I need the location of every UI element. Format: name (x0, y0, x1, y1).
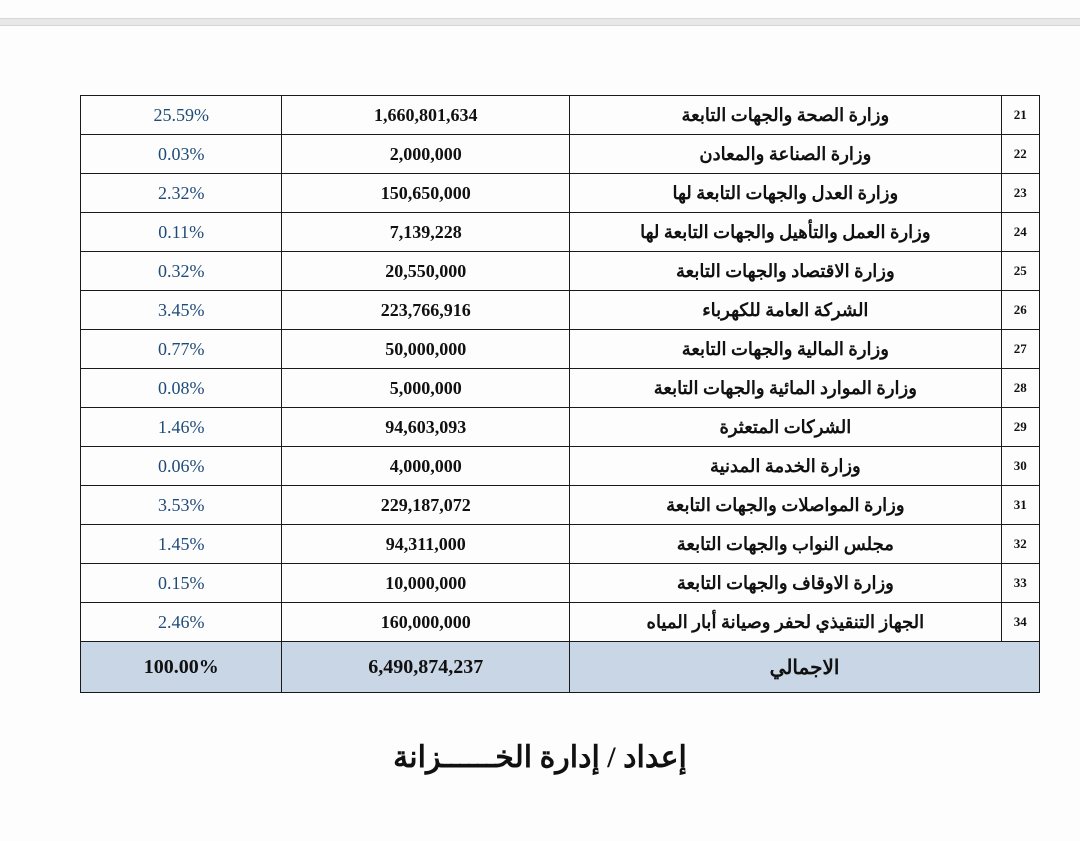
cell-percent: 3.53% (81, 486, 282, 525)
cell-name: وزارة المواصلات والجهات التابعة (570, 486, 1002, 525)
table-row: 0.32%20,550,000وزارة الاقتصاد والجهات ال… (81, 252, 1040, 291)
cell-percent: 2.32% (81, 174, 282, 213)
cell-amount: 2,000,000 (282, 135, 570, 174)
total-amount: 6,490,874,237 (282, 642, 570, 693)
cell-index: 26 (1001, 291, 1039, 330)
cell-index: 29 (1001, 408, 1039, 447)
cell-percent: 0.32% (81, 252, 282, 291)
cell-amount: 10,000,000 (282, 564, 570, 603)
table-row: 0.15%10,000,000وزارة الاوقاف والجهات الت… (81, 564, 1040, 603)
cell-name: وزارة الاقتصاد والجهات التابعة (570, 252, 1002, 291)
table-row: 3.53%229,187,072وزارة المواصلات والجهات … (81, 486, 1040, 525)
cell-percent: 25.59% (81, 96, 282, 135)
cell-percent: 2.46% (81, 603, 282, 642)
cell-amount: 20,550,000 (282, 252, 570, 291)
cell-amount: 50,000,000 (282, 330, 570, 369)
cell-index: 25 (1001, 252, 1039, 291)
cell-name: الشركة العامة للكهرباء (570, 291, 1002, 330)
document-page: 25.59%1,660,801,634وزارة الصحة والجهات ا… (0, 0, 1080, 841)
cell-percent: 0.08% (81, 369, 282, 408)
cell-index: 23 (1001, 174, 1039, 213)
cell-percent: 0.15% (81, 564, 282, 603)
table-row: 0.77%50,000,000وزارة المالية والجهات الت… (81, 330, 1040, 369)
cell-percent: 0.77% (81, 330, 282, 369)
cell-index: 32 (1001, 525, 1039, 564)
table-row: 0.11%7,139,228وزارة العمل والتأهيل والجه… (81, 213, 1040, 252)
cell-index: 33 (1001, 564, 1039, 603)
budget-table-wrap: 25.59%1,660,801,634وزارة الصحة والجهات ا… (80, 95, 1040, 693)
cell-name: الجهاز التنقيذي لحفر وصيانة أبار المياه (570, 603, 1002, 642)
budget-table-body: 25.59%1,660,801,634وزارة الصحة والجهات ا… (81, 96, 1040, 693)
page-divider (0, 18, 1080, 26)
table-total-row: 100.00%6,490,874,237الاجمالي (81, 642, 1040, 693)
cell-index: 24 (1001, 213, 1039, 252)
cell-index: 31 (1001, 486, 1039, 525)
total-percent: 100.00% (81, 642, 282, 693)
cell-percent: 0.03% (81, 135, 282, 174)
cell-index: 27 (1001, 330, 1039, 369)
cell-index: 22 (1001, 135, 1039, 174)
budget-table: 25.59%1,660,801,634وزارة الصحة والجهات ا… (80, 95, 1040, 693)
cell-amount: 150,650,000 (282, 174, 570, 213)
cell-amount: 160,000,000 (282, 603, 570, 642)
cell-amount: 94,603,093 (282, 408, 570, 447)
cell-name: وزارة العمل والتأهيل والجهات التابعة لها (570, 213, 1002, 252)
cell-percent: 3.45% (81, 291, 282, 330)
total-label: الاجمالي (570, 642, 1040, 693)
cell-amount: 229,187,072 (282, 486, 570, 525)
cell-amount: 223,766,916 (282, 291, 570, 330)
cell-percent: 1.46% (81, 408, 282, 447)
cell-amount: 94,311,000 (282, 525, 570, 564)
table-row: 2.46%160,000,000الجهاز التنقيذي لحفر وصي… (81, 603, 1040, 642)
table-row: 1.45%94,311,000مجلس النواب والجهات التاب… (81, 525, 1040, 564)
cell-name: وزارة الصحة والجهات التابعة (570, 96, 1002, 135)
cell-index: 34 (1001, 603, 1039, 642)
cell-name: وزارة العدل والجهات التابعة لها (570, 174, 1002, 213)
table-row: 0.03%2,000,000وزارة الصناعة والمعادن22 (81, 135, 1040, 174)
cell-index: 30 (1001, 447, 1039, 486)
cell-name: وزارة الخدمة المدنية (570, 447, 1002, 486)
cell-name: وزارة المالية والجهات التابعة (570, 330, 1002, 369)
cell-name: الشركات المتعثرة (570, 408, 1002, 447)
document-footer: إعداد / إدارة الخــــــزانة (0, 740, 1080, 775)
cell-name: وزارة الاوقاف والجهات التابعة (570, 564, 1002, 603)
cell-amount: 4,000,000 (282, 447, 570, 486)
cell-index: 28 (1001, 369, 1039, 408)
table-row: 0.08%5,000,000وزارة الموارد المائية والج… (81, 369, 1040, 408)
table-row: 0.06%4,000,000وزارة الخدمة المدنية30 (81, 447, 1040, 486)
cell-amount: 1,660,801,634 (282, 96, 570, 135)
cell-percent: 0.06% (81, 447, 282, 486)
cell-index: 21 (1001, 96, 1039, 135)
cell-name: مجلس النواب والجهات التابعة (570, 525, 1002, 564)
cell-name: وزارة الصناعة والمعادن (570, 135, 1002, 174)
table-row: 25.59%1,660,801,634وزارة الصحة والجهات ا… (81, 96, 1040, 135)
cell-amount: 7,139,228 (282, 213, 570, 252)
cell-percent: 0.11% (81, 213, 282, 252)
cell-amount: 5,000,000 (282, 369, 570, 408)
table-row: 2.32%150,650,000وزارة العدل والجهات التا… (81, 174, 1040, 213)
cell-name: وزارة الموارد المائية والجهات التابعة (570, 369, 1002, 408)
table-row: 1.46%94,603,093الشركات المتعثرة29 (81, 408, 1040, 447)
cell-percent: 1.45% (81, 525, 282, 564)
table-row: 3.45%223,766,916الشركة العامة للكهرباء26 (81, 291, 1040, 330)
